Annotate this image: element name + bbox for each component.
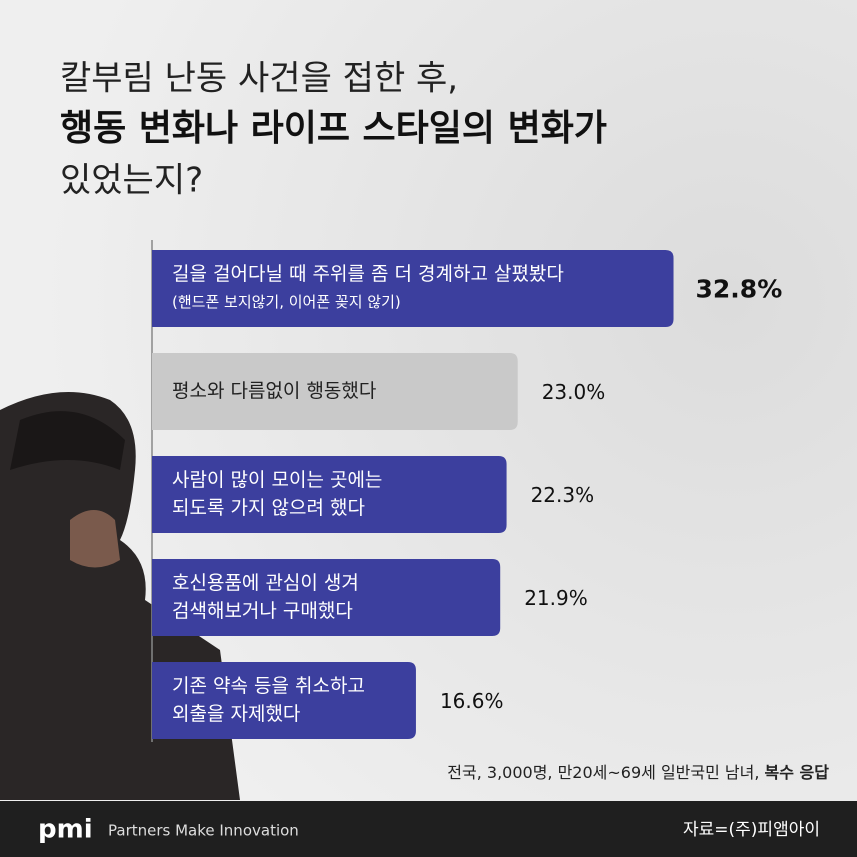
bar-label: 검색해보거나 구매했다 (172, 600, 353, 622)
note-bold: 복수 응답 (765, 763, 830, 782)
value-label: 21.9% (524, 586, 588, 610)
footer-logo: pmi (38, 815, 93, 845)
bar (152, 353, 518, 430)
footer-slogan: Partners Make Innovation (108, 822, 299, 840)
bar-label: 호신용품에 관심이 생겨 (172, 572, 359, 594)
footer-source: 자료=(주)피앰아이 (683, 820, 820, 840)
title-line: 있었는지? (60, 161, 203, 201)
bar-label: (핸드폰 보지않기, 이어폰 꽂지 않기) (172, 293, 401, 311)
silhouette-face (70, 510, 120, 568)
value-label: 22.3% (531, 483, 595, 507)
title-line: 행동 변화나 라이프 스타일의 변화가 (60, 108, 607, 149)
value-label: 16.6% (440, 689, 504, 713)
value-label: 23.0% (542, 380, 606, 404)
title-line: 칼부림 난동 사건을 접한 후, (60, 59, 458, 99)
bar (152, 662, 416, 739)
note: 전국, 3,000명, 만20세~69세 일반국민 남녀, 복수 응답 (447, 763, 829, 782)
bar (152, 456, 507, 533)
bar (152, 250, 674, 327)
bar-label: 되도록 가지 않으려 했다 (172, 497, 365, 519)
note-text: 전국, 3,000명, 만20세~69세 일반국민 남녀, (447, 763, 759, 782)
silhouette-cap (10, 411, 125, 470)
bar (152, 559, 501, 636)
bar-label: 기존 약속 등을 취소하고 (172, 675, 365, 697)
bar-label: 사람이 많이 모이는 곳에는 (172, 469, 382, 491)
bar-label: 평소와 다름없이 행동했다 (172, 380, 376, 402)
footer-bar (0, 801, 857, 857)
bar-label: 길을 걸어다닐 때 주위를 좀 더 경계하고 살폈봤다 (172, 263, 564, 285)
bar-label: 외출을 자제했다 (172, 703, 300, 725)
value-label: 32.8% (696, 275, 783, 304)
